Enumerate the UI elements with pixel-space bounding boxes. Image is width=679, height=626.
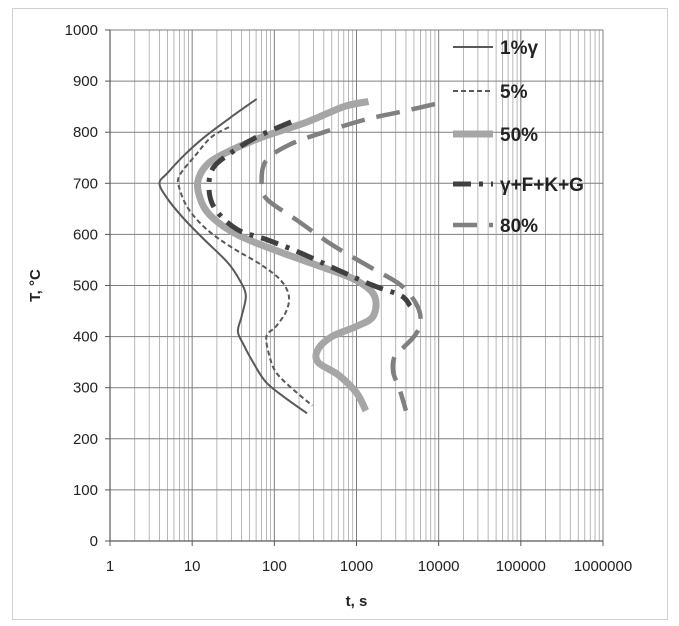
y-tick-label: 500 xyxy=(73,278,98,295)
tick-labels: 0 100 200 300 400 500 600 700 800 900 1000 1 10 100 10… xyxy=(65,22,633,575)
legend-label-3: 50% xyxy=(500,125,538,146)
legend-label-1: 1%γ xyxy=(500,38,538,59)
x-tick-label: 1 xyxy=(106,558,114,575)
y-tick-label: 900 xyxy=(73,73,98,90)
series-line-1 xyxy=(158,98,308,415)
y-tick-label: 300 xyxy=(73,380,98,397)
legend-label-4: γ+F+K+G xyxy=(500,175,584,196)
series-lines xyxy=(158,98,436,415)
x-tick-label: 1000 xyxy=(340,558,373,575)
chart-frame xyxy=(12,8,668,620)
y-tick-label: 800 xyxy=(73,124,98,141)
x-tick-label: 10000 xyxy=(418,558,460,575)
y-axis-title: T, °C xyxy=(27,269,44,302)
legend-label-2: 5% xyxy=(500,82,528,103)
y-tick-label: 200 xyxy=(73,431,98,448)
y-tick-label: 0 xyxy=(90,533,98,550)
series-line-5 xyxy=(259,101,436,412)
y-tick-label: 600 xyxy=(73,226,98,243)
legend-label-5: 80% xyxy=(500,216,538,237)
x-tick-label: 100000 xyxy=(496,558,546,575)
y-tick-label: 100 xyxy=(73,482,98,499)
x-tick-label: 1000000 xyxy=(574,558,632,575)
legend: 1%γ 5% 50% γ+F+K+G 80% xyxy=(453,38,584,237)
y-tick-label: 1000 xyxy=(65,22,98,39)
series-line-2 xyxy=(176,126,313,407)
y-tick-label: 700 xyxy=(73,175,98,192)
series-line-4 xyxy=(206,119,413,308)
y-tick-label: 400 xyxy=(73,329,98,346)
grid xyxy=(105,29,604,546)
x-tick-label: 10 xyxy=(184,558,201,575)
x-axis-title: t, s xyxy=(346,593,368,610)
x-tick-label: 100 xyxy=(262,558,287,575)
